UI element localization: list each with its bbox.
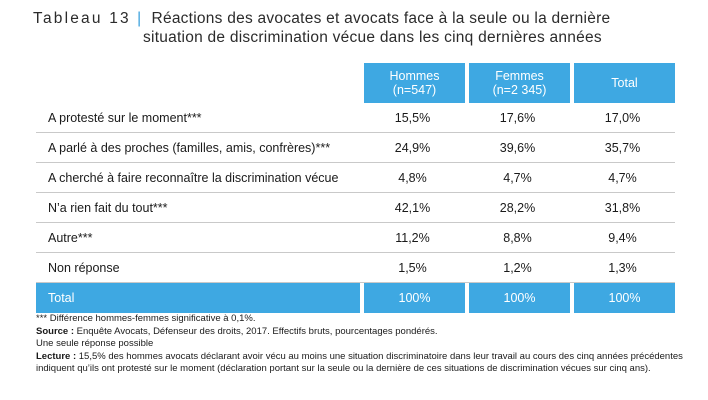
title-text-line-1: Réactions des avocates et avocats face à… <box>151 10 611 27</box>
cell-hommes: 42,1% <box>360 193 465 223</box>
table-notes: *** Différence hommes-femmes significati… <box>36 313 696 376</box>
cell-femmes: 8,8% <box>465 223 570 253</box>
table-number: Tableau 13 <box>33 10 131 27</box>
column-header-femmes-title: Femmes <box>495 69 544 83</box>
cell-femmes: 28,2% <box>465 193 570 223</box>
total-row: Total 100% 100% 100% <box>36 283 675 313</box>
source-label: Source : <box>36 325 75 337</box>
table-row: Autre*** 11,2% 8,8% 9,4% <box>36 223 675 253</box>
total-hommes: 100% <box>360 283 465 313</box>
cell-total: 1,3% <box>570 253 675 283</box>
column-header-hommes: Hommes (n=547) <box>360 63 465 103</box>
cell-femmes: 39,6% <box>465 133 570 163</box>
row-label: Non réponse <box>36 253 360 283</box>
row-label: A cherché à faire reconnaître la discrim… <box>36 163 360 193</box>
source-text: Enquête Avocats, Défenseur des droits, 2… <box>74 325 438 337</box>
cell-hommes: 24,9% <box>360 133 465 163</box>
row-label: A protesté sur le moment*** <box>36 103 360 133</box>
cell-total: 4,7% <box>570 163 675 193</box>
total-total: 100% <box>570 283 675 313</box>
total-femmes: 100% <box>465 283 570 313</box>
cell-hommes: 1,5% <box>360 253 465 283</box>
row-label: A parlé à des proches (familles, amis, c… <box>36 133 360 163</box>
reading-note: Lecture : 15,5% des hommes avocats décla… <box>36 351 696 376</box>
single-answer-note: Une seule réponse possible <box>36 338 154 349</box>
column-header-femmes: Femmes (n=2 345) <box>465 63 570 103</box>
column-header-total-title: Total <box>611 76 638 90</box>
cell-femmes: 4,7% <box>465 163 570 193</box>
cell-total: 35,7% <box>570 133 675 163</box>
cell-femmes: 17,6% <box>465 103 570 133</box>
title-separator: | <box>137 10 142 27</box>
cell-hommes: 11,2% <box>360 223 465 253</box>
table-row: N’a rien fait du tout*** 42,1% 28,2% 31,… <box>36 193 675 223</box>
significance-note: *** Différence hommes-femmes significati… <box>36 313 256 324</box>
cell-total: 17,0% <box>570 103 675 133</box>
row-label: N’a rien fait du tout*** <box>36 193 360 223</box>
cell-hommes: 4,8% <box>360 163 465 193</box>
column-header-femmes-count: (n=2 345) <box>492 83 547 97</box>
table-row: A protesté sur le moment*** 15,5% 17,6% … <box>36 103 675 133</box>
table-row: Non réponse 1,5% 1,2% 1,3% <box>36 253 675 283</box>
reading-text: 15,5% des hommes avocats déclarant avoir… <box>36 350 683 375</box>
table-row: A parlé à des proches (familles, amis, c… <box>36 133 675 163</box>
cell-total: 31,8% <box>570 193 675 223</box>
reading-label: Lecture : <box>36 350 77 362</box>
row-label: Autre*** <box>36 223 360 253</box>
column-header-total: Total <box>570 63 675 103</box>
cell-hommes: 15,5% <box>360 103 465 133</box>
column-header-hommes-count: (n=547) <box>392 83 437 97</box>
results-table: Hommes (n=547) Femmes (n=2 345) Total A … <box>36 63 675 313</box>
header-row: Hommes (n=547) Femmes (n=2 345) Total <box>36 63 675 103</box>
header-empty-cell <box>36 63 360 103</box>
table-title: Tableau 13 | Réactions des avocates et a… <box>33 9 703 47</box>
cell-total: 9,4% <box>570 223 675 253</box>
total-label: Total <box>36 283 360 313</box>
cell-femmes: 1,2% <box>465 253 570 283</box>
table-row: A cherché à faire reconnaître la discrim… <box>36 163 675 193</box>
source-note: Source : Enquête Avocats, Défenseur des … <box>36 326 696 339</box>
title-text-line-2: situation de discrimination vécue dans l… <box>143 29 602 46</box>
column-header-hommes-title: Hommes <box>389 69 440 83</box>
title-line-1: Tableau 13 | Réactions des avocates et a… <box>33 9 703 28</box>
